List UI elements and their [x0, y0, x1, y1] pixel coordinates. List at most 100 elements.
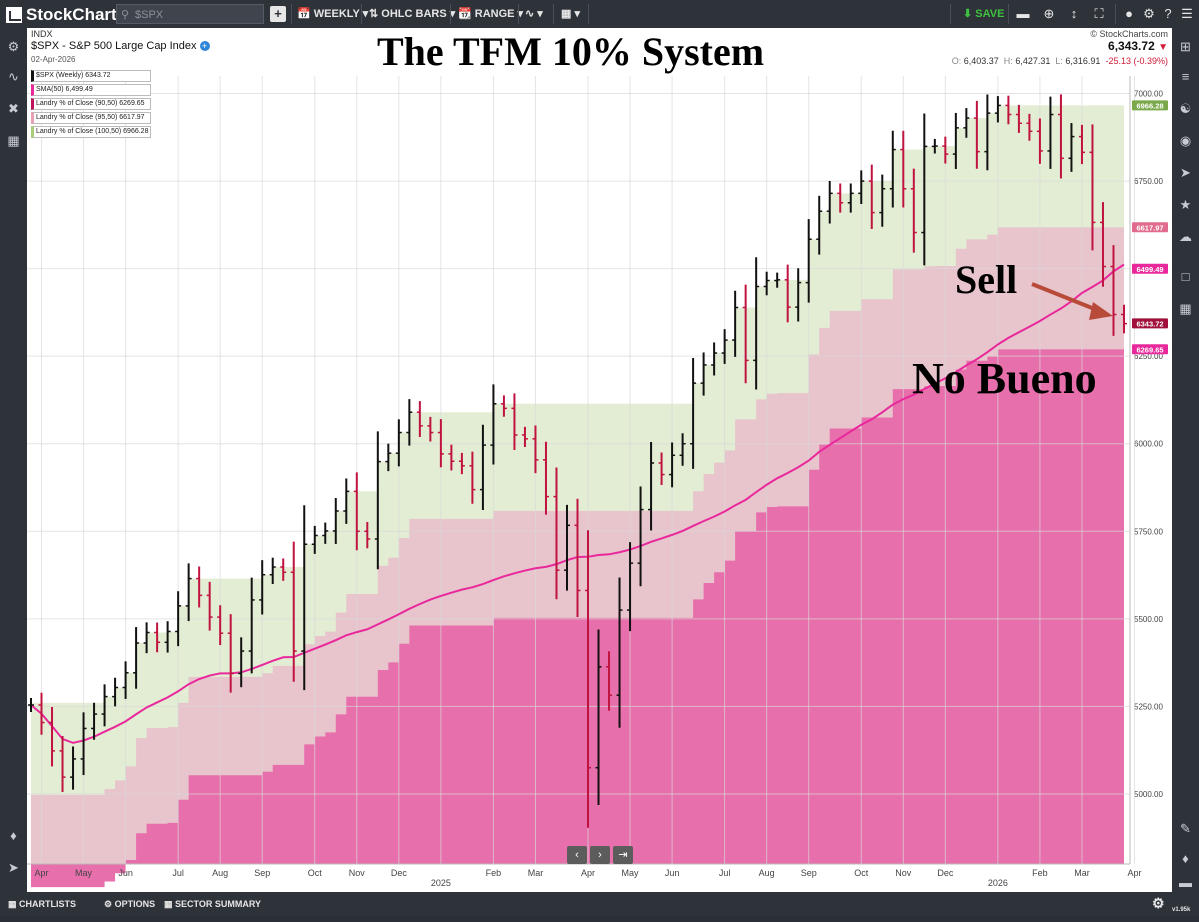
legend-band-100[interactable]: Landry % of Close (100,50) 6966.28	[31, 126, 152, 138]
sector-summary-label: SECTOR SUMMARY	[175, 899, 262, 909]
period-dropdown[interactable]: 📅 WEEKLY ▾	[297, 8, 369, 20]
right-sidebar: ⊞ ≡ ☯ ◉ ➤ ★ ☁ □ ▦ ✎ ♦ ▬	[1172, 28, 1199, 892]
divider	[361, 4, 362, 24]
x-tick-label: Apr	[1128, 868, 1142, 878]
x-tick-label: Oct	[854, 868, 869, 878]
user-icon[interactable]: ●	[1125, 6, 1133, 21]
x-tick-label: Aug	[212, 868, 228, 878]
brush-icon[interactable]: ✎	[1180, 821, 1191, 836]
indicator-dropdown[interactable]: ∿ ▾	[525, 8, 543, 20]
divider	[1115, 4, 1116, 24]
panels-icon[interactable]: ▦	[7, 133, 20, 148]
sliders-icon[interactable]: ≡	[1181, 69, 1190, 84]
x-tick-label: May	[75, 868, 93, 878]
sell-arrow-head	[1089, 302, 1113, 320]
x-tick-label: Jun	[665, 868, 680, 878]
sell-arrow	[1031, 282, 1103, 314]
x-tick-label: Dec	[391, 868, 408, 878]
annotate-icon[interactable]: ↕	[1070, 6, 1078, 21]
chart-icon[interactable]: ∿	[8, 69, 19, 84]
low-label: L:	[1055, 56, 1063, 66]
options-button[interactable]: ⚙ OPTIONS	[104, 899, 156, 909]
x-tick-label: Jun	[118, 868, 133, 878]
divider	[1008, 4, 1009, 24]
x-tick-label: Apr	[35, 868, 49, 878]
ohlc-readout: O: 6,403.37 H: 6,427.31 L: 6,316.91 -25.…	[952, 56, 1168, 66]
fullscreen-icon[interactable]: ⛶	[1094, 6, 1104, 21]
x-tick-label: Mar	[528, 868, 544, 878]
scroll-end-button[interactable]: ⇥	[613, 846, 633, 864]
symbol-name: $SPX - S&P 500 Large Cap Index +	[31, 40, 210, 52]
y-tick-label: 5500.00	[1134, 615, 1163, 624]
grid-icon[interactable]: ▦	[1179, 301, 1192, 316]
scroll-right-button[interactable]: ›	[590, 846, 610, 864]
x-tick-label: Jul	[172, 868, 184, 878]
paint-icon[interactable]: ♦	[1182, 851, 1189, 866]
open-label: O:	[951, 56, 962, 66]
alert-bell-icon[interactable]: ♦	[10, 828, 17, 843]
help-icon[interactable]: ?	[1164, 6, 1172, 21]
period-label: WEEKLY	[313, 8, 360, 20]
y-tick-label: 6250.00	[1134, 352, 1163, 361]
legend-band-95[interactable]: Landry % of Close (95,50) 6617.97	[31, 112, 152, 124]
version-label: v1.95k	[1172, 907, 1191, 913]
legend-band-90[interactable]: Landry % of Close (90,50) 6269.65	[31, 98, 152, 110]
divider	[518, 4, 519, 24]
price-tag	[1132, 318, 1168, 329]
divider	[450, 4, 451, 24]
chartlists-button[interactable]: ▦ CHARTLISTS	[8, 899, 77, 909]
range-label: RANGE	[474, 8, 515, 20]
save-button[interactable]: ⬇ SAVE	[963, 8, 1005, 20]
trophy-icon[interactable]: ★	[1179, 197, 1192, 212]
symbol-name-text: $SPX - S&P 500 Large Cap Index	[31, 40, 197, 52]
add-symbol-icon[interactable]: +	[199, 41, 210, 52]
price-tag	[1132, 222, 1168, 233]
x-tick-label: Feb	[1032, 868, 1048, 878]
price-tag-label: 6617.97	[1136, 223, 1163, 232]
open-value: 6,403.37	[963, 56, 999, 66]
share-icon[interactable]: ➤	[8, 860, 19, 875]
price-tag-label: 6499.49	[1136, 265, 1163, 274]
sector-summary-button[interactable]: ▦ SECTOR SUMMARY	[164, 899, 262, 909]
bottom-bar: ▦ CHARTLISTS ⚙ OPTIONS ▦ SECTOR SUMMARY …	[0, 892, 1199, 916]
cloud-icon[interactable]: ☁	[1179, 229, 1192, 244]
range-dropdown[interactable]: 📆 RANGE ▾	[458, 8, 524, 20]
x-tick-label: Feb	[486, 868, 502, 878]
chart-type-dropdown[interactable]: ⇅ OHLC BARS ▾	[369, 8, 456, 20]
handshake-icon[interactable]: ☯	[1179, 101, 1192, 116]
band-90-area	[31, 349, 1124, 888]
symbol-search-input[interactable]: ⚲ $SPX	[116, 4, 264, 24]
no-bueno-annotation: No Bueno	[912, 354, 1097, 403]
settings-gears-icon[interactable]: ⚙	[7, 39, 20, 54]
globe-icon[interactable]: ◉	[1179, 133, 1192, 148]
crosshair-icon[interactable]: ⊕	[1043, 6, 1055, 21]
change-value: -25.13 (-0.39%)	[1105, 56, 1168, 66]
add-chart-icon[interactable]: +	[270, 6, 286, 22]
ruler-icon[interactable]: ▬	[1016, 6, 1030, 21]
x-tick-label: Nov	[895, 868, 912, 878]
rocket-icon[interactable]: ➤	[1180, 165, 1191, 180]
storage-icon[interactable]: ▬	[1179, 875, 1192, 890]
high-label: H:	[1003, 56, 1013, 66]
plus-panel-icon[interactable]: ⊞	[1180, 39, 1191, 54]
legend-sma[interactable]: SMA(50) 6,499.49	[31, 84, 152, 96]
legend: $SPX (Weekly) 6343.72 SMA(50) 6,499.49 L…	[31, 70, 152, 140]
options-label: OPTIONS	[114, 899, 156, 909]
menu-icon[interactable]: ☰	[1181, 6, 1193, 21]
y-tick-label: 6000.00	[1134, 440, 1163, 449]
layout-dropdown[interactable]: ▦ ▾	[561, 8, 580, 20]
chart-panel[interactable]: 5000.00 5250.00 5500.00 5750.00 6000.00 6250.…	[27, 28, 1172, 892]
x-tick-label: Oct	[308, 868, 323, 878]
price-chart[interactable]: 5000.00 5250.00 5500.00 5750.00 6000.00 6250.…	[27, 28, 1172, 892]
price-tag-label: 6269.65	[1136, 345, 1163, 354]
legend-price[interactable]: $SPX (Weekly) 6343.72	[31, 70, 152, 82]
settings-icon[interactable]: ⚙	[1143, 6, 1155, 21]
divider	[950, 4, 951, 24]
panel-settings-icon[interactable]: ⚙	[1152, 895, 1165, 911]
scroll-left-button[interactable]: ‹	[567, 846, 587, 864]
stockcharts-logo[interactable]: StockCharts	[6, 5, 126, 25]
tools-icon[interactable]: ✖	[8, 101, 19, 116]
document-icon[interactable]: □	[1181, 269, 1190, 284]
logo-icon	[6, 7, 22, 23]
chart-type-label: OHLC BARS	[381, 8, 447, 20]
